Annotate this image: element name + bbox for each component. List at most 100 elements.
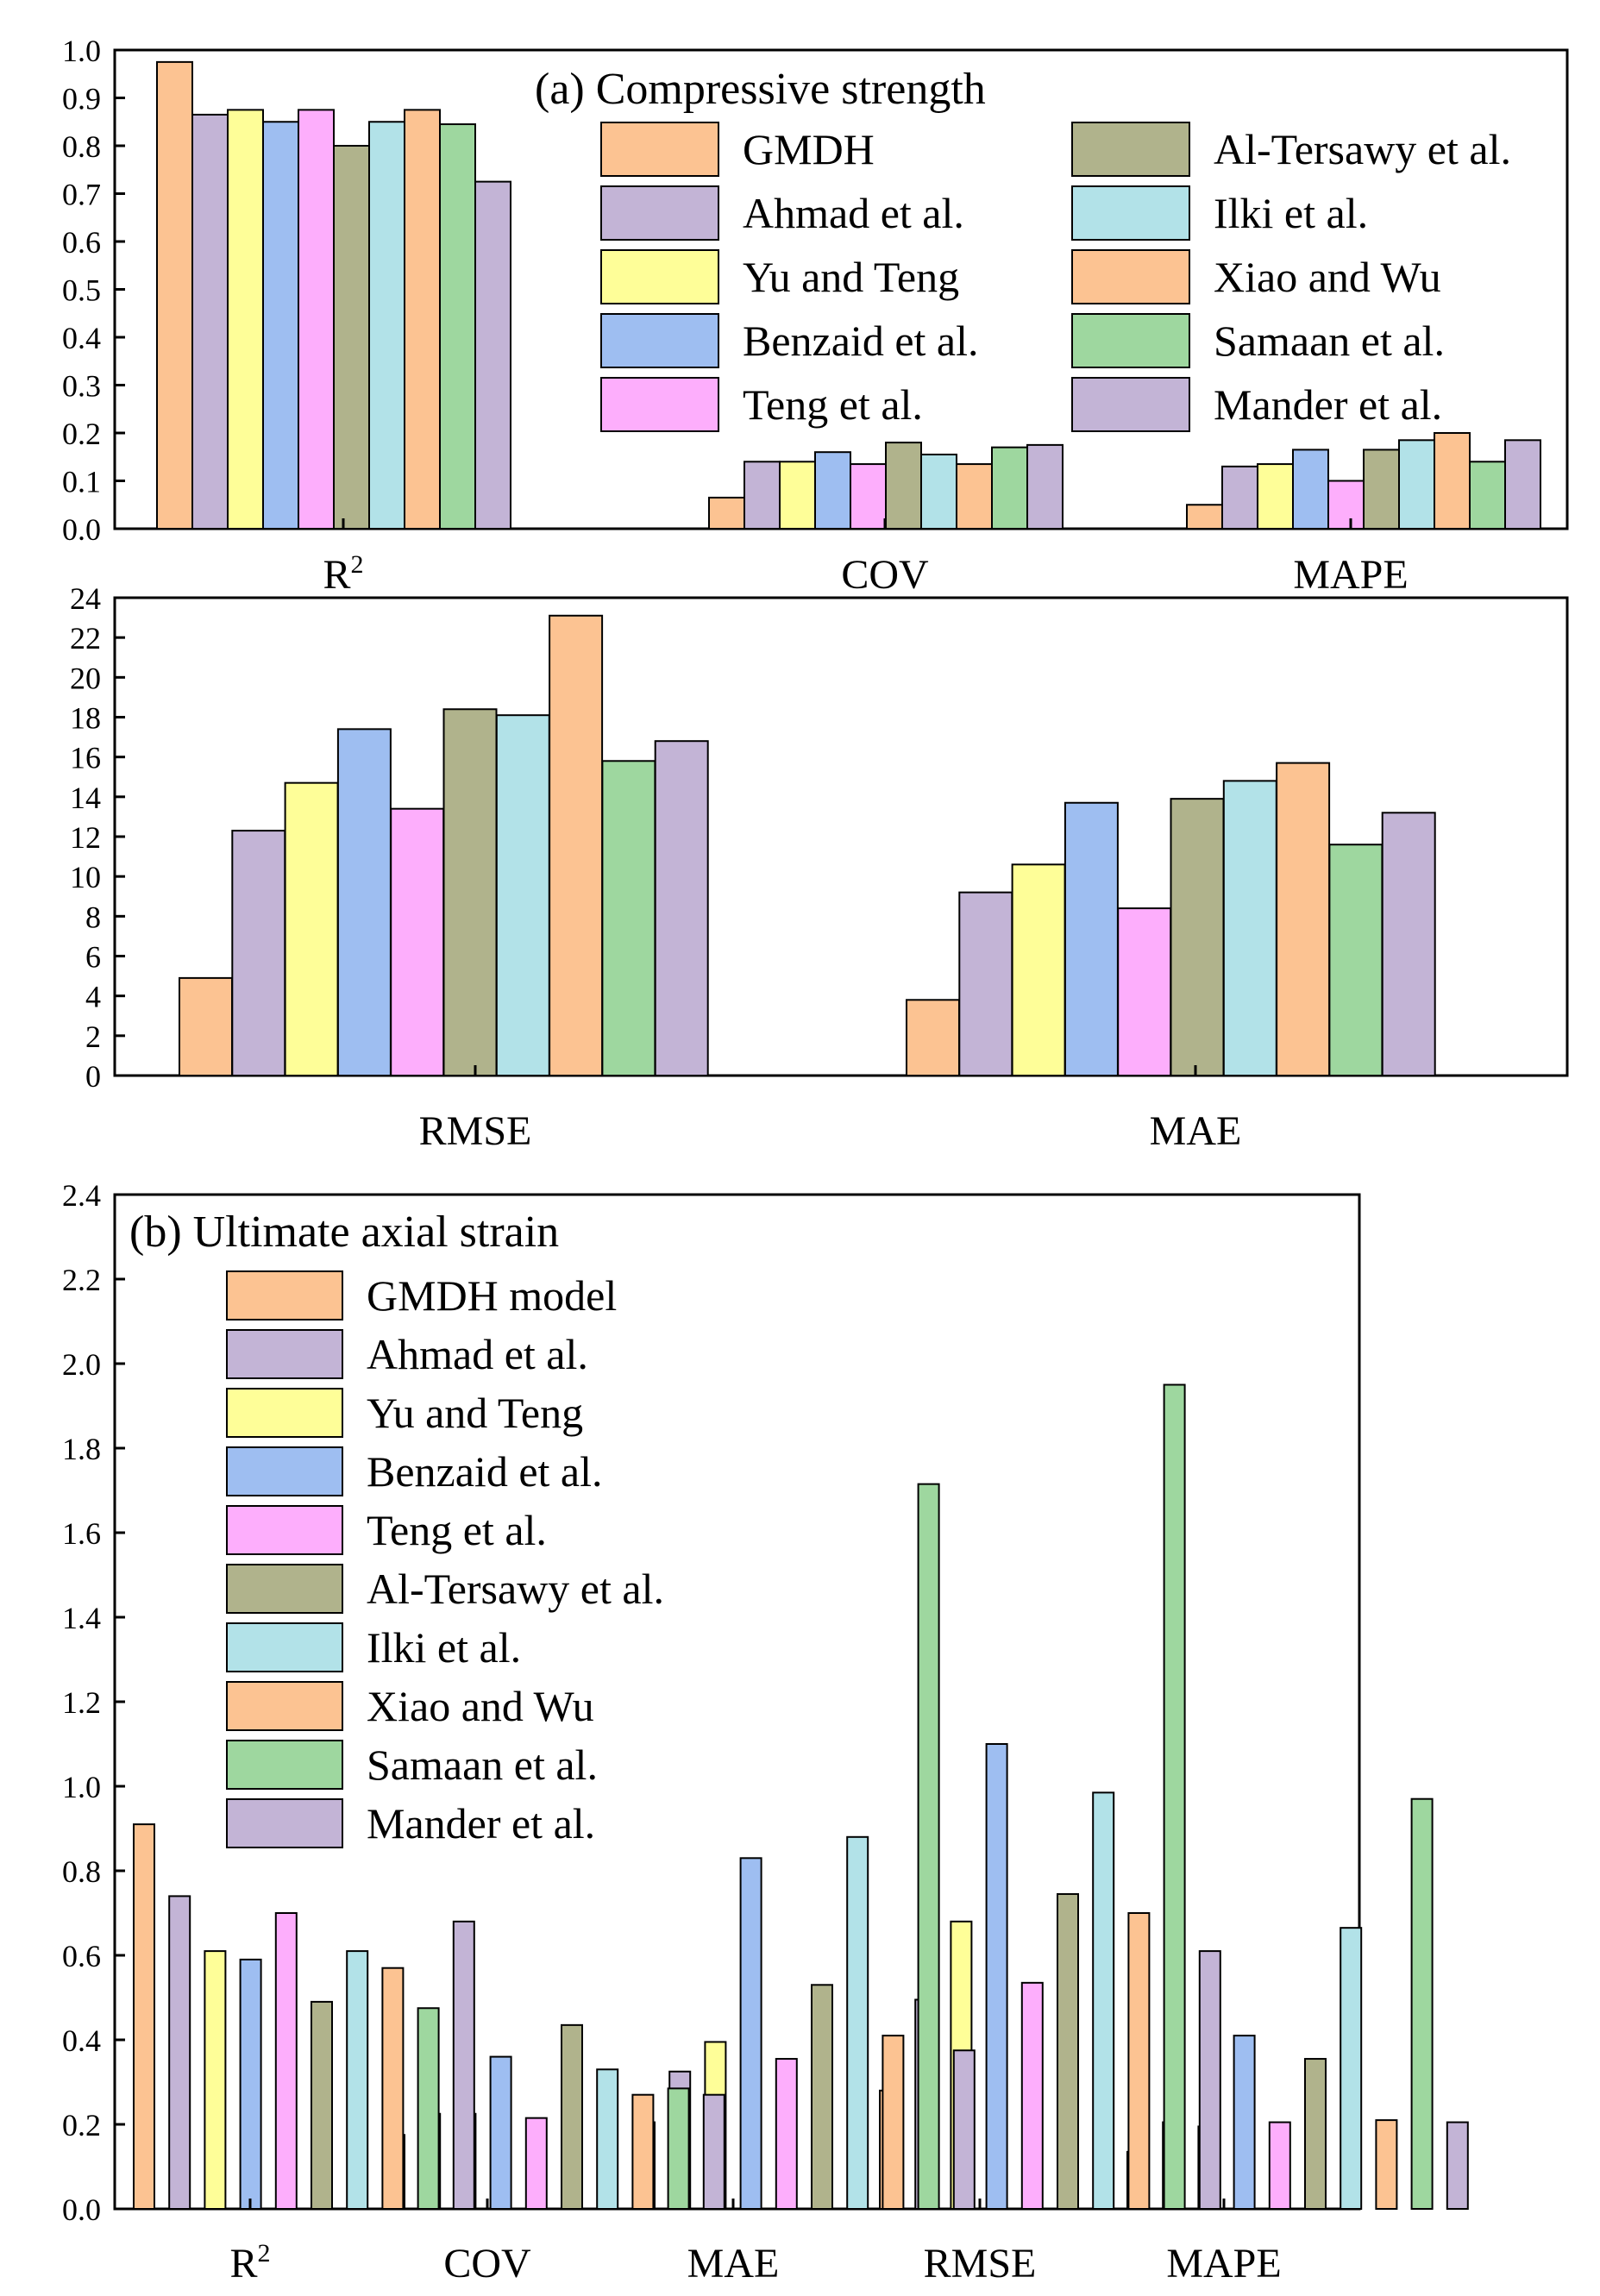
legend-swatch-yu-and-teng bbox=[226, 1388, 343, 1438]
panel-ultimate-axial-strain: 0.0 0.2 0.4 0.6 0.8 1.0 1.2 1.4 1.6 1.8 2.0 2.2 2.4 R… bbox=[62, 1178, 1469, 2287]
y-tick-label: 2.0 bbox=[62, 1347, 101, 1382]
bar-al-tersawy-et-al-cov bbox=[561, 2023, 583, 2211]
legend-label-al-tersawy-et-al: Al-Tersawy et al. bbox=[1214, 125, 1511, 173]
bar-benzaid-et-al-mae bbox=[1064, 801, 1119, 1077]
y-tick-label: 0.4 bbox=[62, 2023, 101, 2058]
y-tick-label: 12 bbox=[70, 820, 101, 855]
bar-teng-et-al-mae bbox=[775, 2058, 798, 2211]
y-tick-label: 0.2 bbox=[62, 2108, 101, 2142]
bar-al-tersawy-et-al-rmse bbox=[442, 708, 498, 1076]
bar-benzaid-et-al-r-2 bbox=[262, 121, 299, 530]
bar-samaan-et-al-rmse bbox=[601, 760, 656, 1076]
y-tick-label: 22 bbox=[70, 621, 101, 656]
bar-al-tersawy-et-al-cov bbox=[885, 442, 922, 530]
bar-ilki-et-al-r-2 bbox=[368, 121, 405, 530]
legend-swatch-teng-et-al bbox=[600, 377, 719, 432]
legend-swatch-xiao-and-wu bbox=[1071, 249, 1190, 304]
legend-label-xiao-and-wu: Xiao and Wu bbox=[1214, 253, 1441, 301]
chart-title: (a) Compressive strength bbox=[535, 65, 986, 114]
legend-label-ilki-et-al: Ilki et al. bbox=[1214, 189, 1368, 237]
bar-yu-and-teng-mae bbox=[1011, 863, 1066, 1076]
legend-label-benzaid-et-al: Benzaid et al. bbox=[743, 317, 979, 365]
y-tick-label: 0.4 bbox=[62, 321, 101, 355]
legend-swatch-teng-et-al bbox=[226, 1505, 343, 1555]
bar-ilki-et-al-mae bbox=[1222, 780, 1277, 1076]
y-tick-label: 1.8 bbox=[62, 1432, 101, 1466]
bar-ilki-et-al-cov bbox=[596, 2068, 619, 2211]
bar-teng-et-al-rmse bbox=[390, 807, 445, 1077]
bar-samaan-et-al-rmse bbox=[1163, 1383, 1186, 2210]
legend-label-ilki-et-al: Ilki et al. bbox=[367, 1623, 521, 1672]
bar-ilki-et-al-rmse bbox=[1092, 1791, 1115, 2211]
bar-mander-et-al-r-2 bbox=[474, 180, 511, 530]
legend-label-teng-et-al: Teng et al. bbox=[743, 380, 923, 429]
bar-teng-et-al-mae bbox=[1117, 907, 1172, 1076]
bar-al-tersawy-et-al-mape bbox=[1304, 2058, 1327, 2211]
bar-gmdh-cov bbox=[708, 496, 745, 530]
bar-mander-et-al-mape bbox=[1446, 2121, 1469, 2211]
bar-benzaid-et-al-mae bbox=[739, 1857, 762, 2211]
bar-mander-et-al-mape bbox=[1504, 439, 1541, 530]
bar-gmdh-rmse bbox=[179, 976, 233, 1077]
legend-label-al-tersawy-et-al: Al-Tersawy et al. bbox=[367, 1565, 664, 1613]
bar-ilki-et-al-mape bbox=[1340, 1927, 1363, 2210]
bar-samaan-et-al-cov bbox=[991, 446, 1028, 530]
bar-mander-et-al-r-2 bbox=[452, 1920, 475, 2211]
y-tick-label: 20 bbox=[70, 661, 101, 695]
legend-label-samaan-et-al: Samaan et al. bbox=[367, 1741, 598, 1789]
legend-label-yu-and-teng: Yu and Teng bbox=[743, 253, 959, 301]
y-tick-label: 0.3 bbox=[62, 369, 101, 404]
y-tick-label: 10 bbox=[70, 860, 101, 894]
y-tick-label: 0.7 bbox=[62, 178, 101, 212]
bar-xiao-and-wu-rmse bbox=[549, 614, 604, 1076]
y-tick-label: 0 bbox=[85, 1059, 101, 1094]
chart-title: (b) Ultimate axial strain bbox=[129, 1208, 559, 1257]
legend-swatch-benzaid-et-al bbox=[600, 313, 719, 368]
legend-label-ahmad-et-al: Ahmad et al. bbox=[367, 1330, 588, 1378]
legend-swatch-mander-et-al bbox=[1071, 377, 1190, 432]
bar-ahmad-et-al-rmse bbox=[231, 830, 286, 1076]
bar-gmdh-mae bbox=[906, 999, 960, 1076]
bar-samaan-et-al-mape bbox=[1410, 1797, 1434, 2210]
bar-xiao-and-wu-rmse bbox=[1127, 1912, 1151, 2210]
bar-benzaid-et-al-mape bbox=[1233, 2035, 1256, 2211]
y-tick-label: 14 bbox=[70, 781, 101, 815]
legend-swatch-mander-et-al bbox=[226, 1798, 343, 1848]
y-tick-label: 0.0 bbox=[62, 512, 101, 547]
legend-label-samaan-et-al: Samaan et al. bbox=[1214, 317, 1445, 365]
bar-ahmad-et-al-r-2 bbox=[191, 113, 229, 530]
bar-benzaid-et-al-cov bbox=[814, 451, 851, 530]
legend-swatch-yu-and-teng bbox=[600, 249, 719, 304]
bar-benzaid-et-al-rmse bbox=[336, 728, 392, 1076]
legend-label-gmdh-model: GMDH model bbox=[367, 1271, 617, 1320]
y-tick-label: 2.4 bbox=[62, 1178, 101, 1213]
legend-swatch-samaan-et-al bbox=[1071, 313, 1190, 368]
bar-gmdh-r-2 bbox=[156, 60, 193, 530]
bar-xiao-and-wu-cov bbox=[631, 2093, 655, 2210]
x-category-label: RMSE bbox=[924, 2241, 1037, 2287]
legend-swatch-gmdh-model bbox=[226, 1270, 343, 1321]
legend-label-gmdh: GMDH bbox=[743, 125, 875, 173]
bar-ahmad-et-al-cov bbox=[744, 461, 781, 530]
bar-mander-et-al-cov bbox=[702, 2093, 725, 2210]
bar-mander-et-al-mae bbox=[952, 2049, 976, 2210]
bar-ahmad-et-al-r-2 bbox=[168, 1895, 191, 2210]
bar-teng-et-al-mape bbox=[1268, 2121, 1291, 2211]
legend-swatch-gmdh bbox=[600, 122, 719, 177]
y-tick-label: 0.2 bbox=[62, 417, 101, 451]
bar-yu-and-teng-r-2 bbox=[204, 1950, 227, 2211]
bar-ahmad-et-al-mape bbox=[1221, 465, 1258, 530]
y-tick-label: 1.0 bbox=[62, 34, 101, 68]
panel-compressive-strength-r2-cov-mape: 0.0 0.1 0.2 0.3 0.4 0.5 0.6 0.7 0.8 0.9 1.0 R2 COV MA… bbox=[62, 34, 1569, 598]
y-tick-label: 2.2 bbox=[62, 1263, 101, 1297]
x-category-label: MAPE bbox=[1166, 2241, 1281, 2287]
y-tick-label: 16 bbox=[70, 741, 101, 775]
bar-xiao-and-wu-mae bbox=[882, 2035, 905, 2211]
bar-al-tersawy-et-al-mape bbox=[1363, 449, 1400, 530]
bar-al-tersawy-et-al-rmse bbox=[1057, 1892, 1079, 2210]
legend-swatch-ahmad-et-al bbox=[600, 185, 719, 241]
y-tick-label: 1.4 bbox=[62, 1601, 101, 1635]
y-tick-label: 0.1 bbox=[62, 465, 101, 499]
x-category-label-base: R bbox=[323, 552, 350, 598]
